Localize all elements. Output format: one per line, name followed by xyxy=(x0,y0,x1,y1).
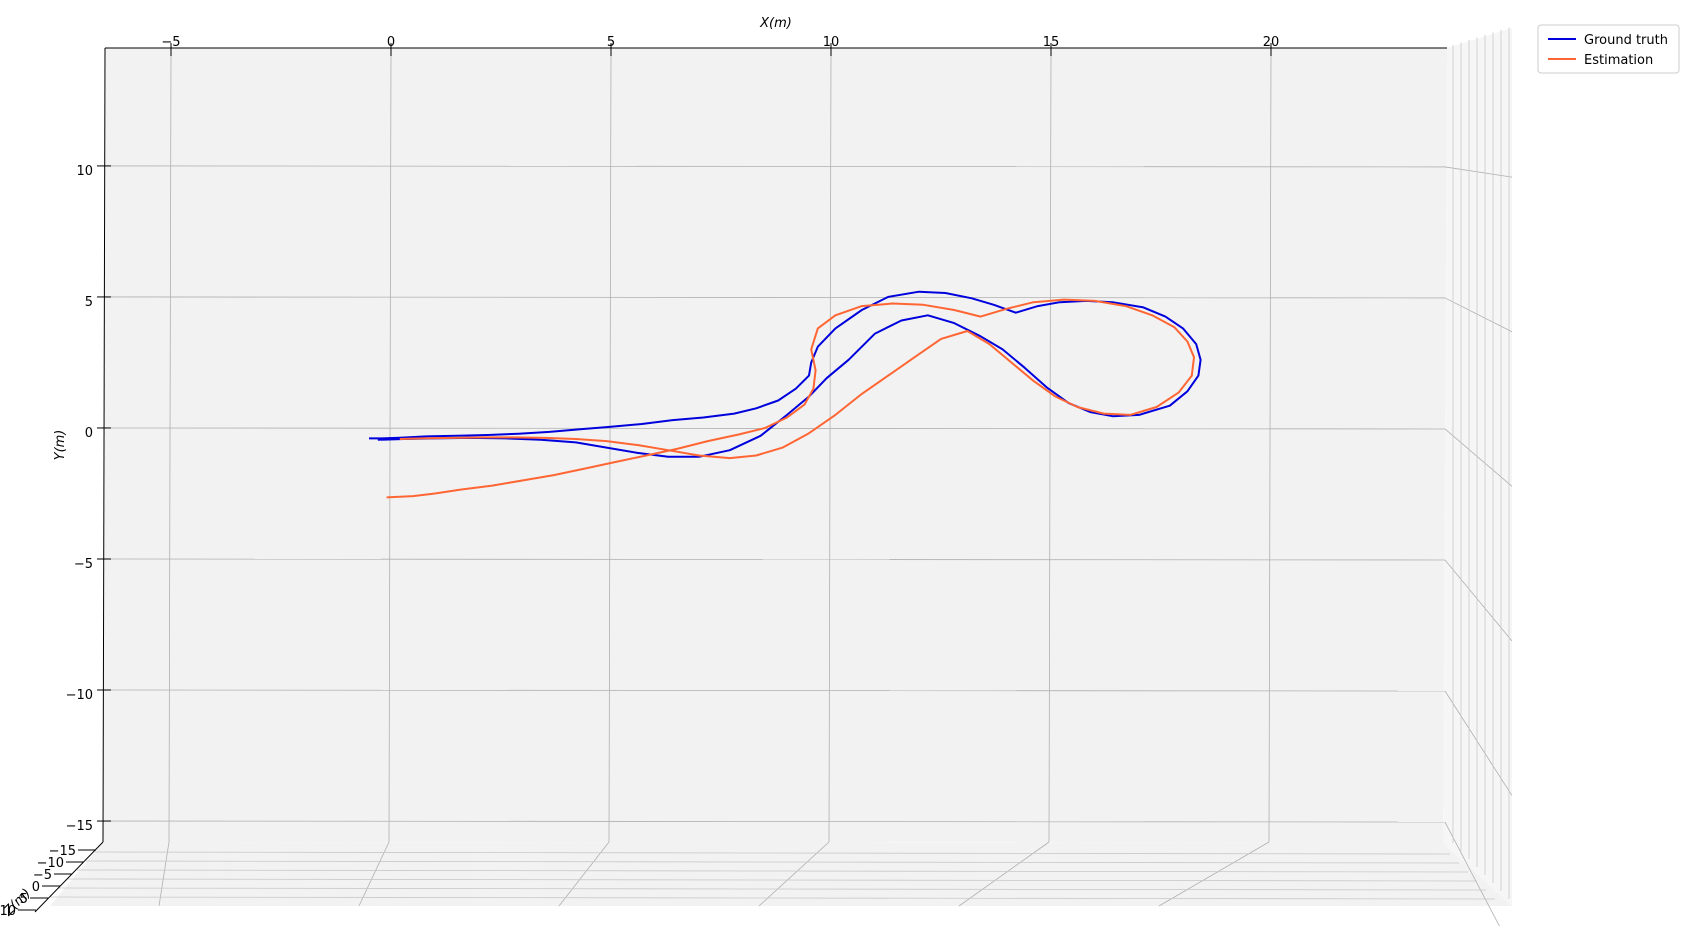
series-line-estimation xyxy=(386,298,1195,499)
y-gridline xyxy=(104,296,1446,299)
x-gridline xyxy=(1048,47,1052,843)
series-layer xyxy=(369,290,1202,499)
y-tick-label: 0 xyxy=(85,426,93,441)
perspective-grid xyxy=(49,27,1513,926)
y-tick-label: −10 xyxy=(66,688,93,703)
y-tick-label: 10 xyxy=(76,164,93,179)
y-gridline xyxy=(104,558,1446,561)
z-tick-label: 0 xyxy=(32,880,40,895)
right-pane xyxy=(1443,28,1512,906)
legend-label-ground-truth: Ground truth xyxy=(1584,33,1668,48)
bottom-pane xyxy=(50,842,1512,906)
x-gridline xyxy=(608,47,612,843)
y-tick-label: −5 xyxy=(74,557,93,572)
axes xyxy=(18,43,1447,913)
z-tick-label: 5 xyxy=(20,892,28,907)
y-gridline xyxy=(104,165,1446,168)
x-gridline xyxy=(168,47,172,843)
back-pane xyxy=(103,48,1447,843)
x-tick-label: 20 xyxy=(1263,35,1280,50)
x-tick-labels: −5 0 5 10 15 20 xyxy=(161,35,1279,50)
z-tick-label: −10 xyxy=(37,856,64,871)
z-tick-label: 10 xyxy=(0,904,16,919)
y-side-gridline xyxy=(1444,821,1500,926)
z-axis-line xyxy=(34,841,104,913)
y-gridline xyxy=(104,820,1446,823)
x-tick-label: 0 xyxy=(387,35,395,50)
y-tick-label: 5 xyxy=(85,295,93,310)
legend-box xyxy=(1537,24,1680,74)
y-tick-labels: 10 5 0 −5 −10 −15 xyxy=(66,164,93,834)
z-tick-label: −15 xyxy=(49,844,76,859)
floor-gridline xyxy=(58,887,1487,891)
x-tick-label: 10 xyxy=(823,35,840,50)
y-axis-label: Y(m) xyxy=(53,430,68,461)
x-axis-label: X(m) xyxy=(759,16,792,31)
floor-gridline xyxy=(49,896,1496,900)
legend-label-estimation: Estimation xyxy=(1584,53,1653,68)
x-floor-gridline xyxy=(1158,841,1270,907)
series-line-ground-truth xyxy=(369,290,1202,458)
y-tick-label: −15 xyxy=(66,819,93,834)
legend: Ground truth Estimation xyxy=(1537,24,1680,74)
gridlines xyxy=(104,47,1446,843)
x-tick-label: 5 xyxy=(607,35,615,50)
floor-gridline xyxy=(94,851,1451,855)
z-tick-label: −5 xyxy=(33,868,52,883)
x-tick-label: 15 xyxy=(1043,35,1060,50)
floor-gridline xyxy=(67,878,1478,882)
x-tick-label: −5 xyxy=(161,35,180,50)
x-gridline xyxy=(1268,47,1272,843)
x-floor-gridline xyxy=(958,841,1050,907)
y-axis-line xyxy=(102,47,106,843)
y-gridline xyxy=(104,427,1446,430)
floor-gridline xyxy=(85,860,1460,864)
floor-gridline xyxy=(76,869,1469,873)
z-tick-labels: −15−10−505 10 xyxy=(0,844,76,919)
y-gridline xyxy=(104,689,1446,692)
x-gridline xyxy=(388,47,392,843)
x-gridline xyxy=(828,47,832,843)
x-floor-gridline xyxy=(158,841,170,907)
